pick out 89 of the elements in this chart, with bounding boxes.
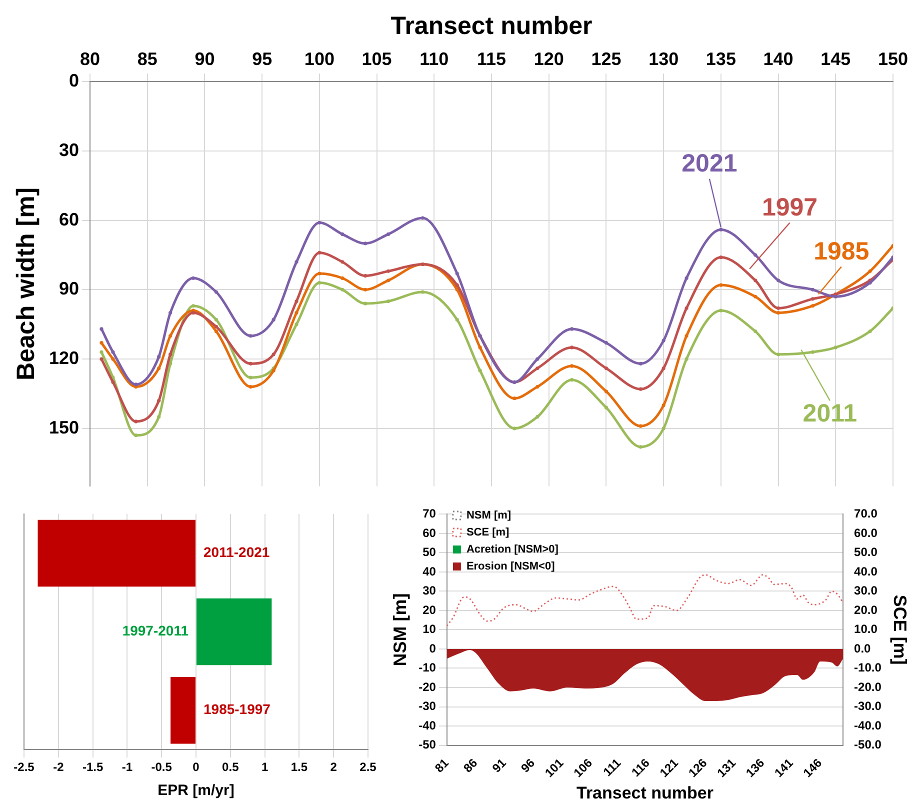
x-tick-label: -1.5 (82, 760, 104, 774)
x-tick-label: 111 (600, 756, 624, 780)
y2-tick-label: 20.0 (854, 602, 878, 617)
x-tick-label: 126 (686, 756, 710, 780)
x-tick-label: 1.5 (290, 760, 308, 774)
x-tick-label: 1 (261, 760, 268, 774)
y-tick-label: 60 (59, 209, 80, 230)
y2-tick-label: 70.0 (854, 506, 878, 521)
y2-tick-label: 60.0 (854, 526, 878, 540)
x-tick-label: 136 (743, 756, 768, 780)
x-tick-label: 91 (489, 756, 510, 776)
category-label: 2011-2021 (204, 544, 270, 560)
x-tick-label: 96 (518, 756, 538, 776)
y-tick-label: 40 (422, 564, 436, 578)
x-tick-label: 110 (420, 48, 449, 69)
y2-tick-label: 10.0 (854, 622, 878, 636)
x-tick-label: 95 (252, 48, 272, 69)
x-tick-label: 81 (432, 756, 452, 776)
x-tick-label: 106 (570, 756, 596, 780)
x-tick-label: -2.5 (14, 760, 35, 774)
x-tick-label: 86 (460, 756, 480, 776)
y-tick-label: -30 (418, 699, 436, 714)
y-tick-label: -40 (418, 718, 436, 732)
y-tick-label: 0 (69, 70, 80, 91)
y-tick-label: -50 (418, 738, 436, 752)
x-tick-label: 140 (763, 48, 794, 69)
x-tick-label: 125 (591, 48, 622, 69)
x-tick-label: -0.5 (151, 760, 172, 774)
y-tick-label: 150 (48, 417, 80, 438)
x-tick-label: 100 (304, 48, 334, 69)
y2-tick-label: -50.0 (854, 738, 882, 752)
x-tick-label: 146 (800, 756, 825, 780)
x-tick-label: -1 (122, 760, 133, 774)
x-tick-label: 2 (330, 760, 338, 774)
y2-tick-label: -10.0 (854, 660, 882, 675)
x-tick-label: 131 (714, 756, 739, 780)
y2-tick-label: 0.0 (854, 641, 872, 656)
x-axis-title: EPR [m/yr] (158, 782, 234, 800)
text: 2021 (682, 150, 738, 178)
x-tick-label: 116 (628, 756, 653, 780)
x-tick-label: 90 (194, 48, 215, 69)
y-tick-label: 120 (48, 348, 80, 368)
y-axis-title: NSM [m] (390, 593, 410, 666)
x-tick-label: -2 (53, 760, 64, 774)
x-tick-label: 145 (820, 48, 851, 69)
y-tick-label: -20 (418, 680, 436, 694)
x-tick-label: 150 (878, 48, 908, 69)
y-tick-label: 10 (422, 622, 436, 636)
x-tick-label: 115 (476, 48, 506, 69)
category-label: 1997-2011 (122, 622, 188, 639)
x-axis-title: Transect number (390, 12, 593, 40)
y-tick-label: 90 (59, 278, 80, 299)
y-tick-label: 0 (429, 641, 436, 656)
x-tick-label: 0.5 (222, 760, 240, 774)
legend-label: Acretion [NSM>0] (466, 544, 559, 556)
y2-tick-label: 30.0 (854, 584, 878, 598)
x-tick-label: 0 (192, 760, 200, 774)
y-tick-label: 30 (422, 584, 436, 598)
y2-tick-label: -30.0 (854, 699, 882, 714)
y2-tick-label: 40.0 (854, 564, 878, 578)
legend-label: SCE [m] (466, 526, 510, 539)
x-tick-label: 120 (534, 48, 564, 69)
x-axis-title: Transect number (576, 783, 714, 802)
series-label: 1997 (762, 194, 818, 222)
x-tick-label: 80 (80, 48, 100, 69)
category-label: 1985-1997 (204, 701, 270, 718)
y2-tick-label: -20.0 (854, 680, 882, 694)
legend-label: Erosion [NSM<0] (466, 560, 556, 573)
y2-tick-label: -40.0 (854, 718, 882, 732)
x-tick-label: 2.5 (360, 760, 377, 774)
y2-tick-label: 50.0 (854, 545, 878, 560)
y-tick-label: 70 (422, 506, 436, 521)
x-tick-label: 135 (706, 48, 736, 69)
x-tick-label: 121 (656, 756, 682, 780)
x-tick-label: 105 (362, 48, 392, 69)
y-tick-label: 60 (422, 526, 436, 540)
x-tick-label: 130 (648, 48, 679, 69)
y-tick-label: 50 (422, 545, 436, 560)
y-axis-title: Beach width [m] (12, 187, 40, 380)
x-tick-label: 101 (542, 756, 566, 780)
series-label: 2011 (802, 399, 858, 428)
y-tick-label: -10 (418, 660, 436, 675)
legend-label: NSM [m] (466, 510, 512, 522)
x-tick-label: 85 (137, 48, 158, 69)
x-tick-label: 141 (772, 756, 796, 780)
y-tick-label: 30 (59, 140, 80, 160)
y-tick-label: 20 (422, 602, 436, 617)
series-label: 1985 (814, 238, 870, 266)
y2-axis-title: SCE [m] (890, 594, 910, 665)
